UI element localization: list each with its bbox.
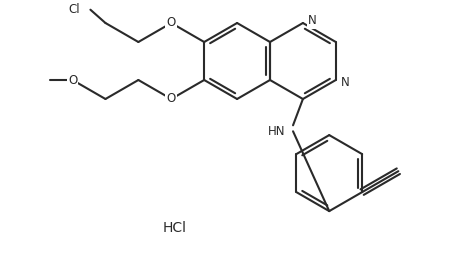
Text: HCl: HCl: [162, 221, 187, 235]
Text: HN: HN: [267, 125, 285, 138]
Text: O: O: [68, 73, 77, 87]
Text: Cl: Cl: [69, 3, 80, 16]
Text: N: N: [340, 75, 349, 88]
Text: N: N: [307, 14, 316, 27]
Text: O: O: [166, 92, 175, 105]
Text: O: O: [166, 17, 175, 29]
